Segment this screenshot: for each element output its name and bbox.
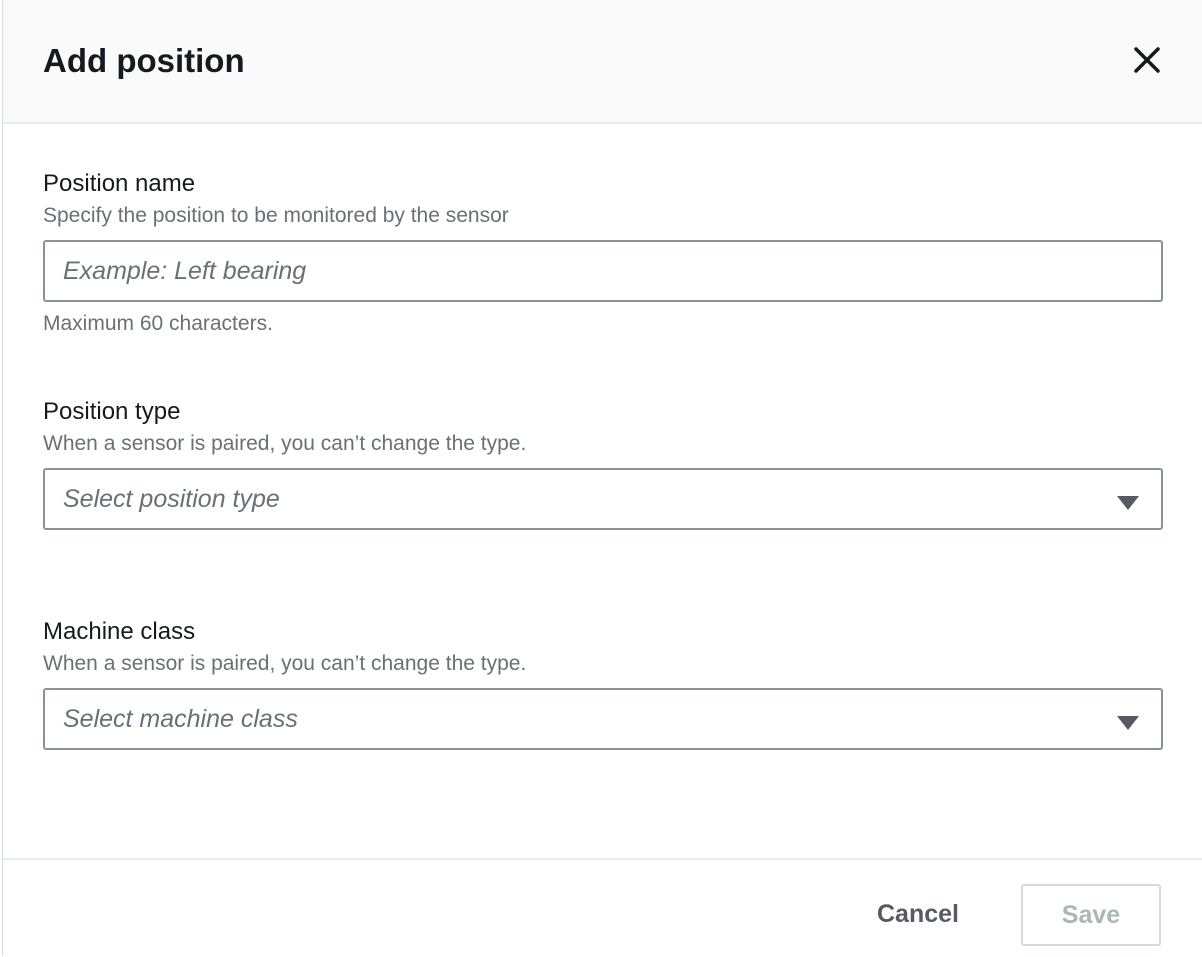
dialog-footer: Cancel Save [3, 858, 1202, 957]
position-name-placeholder: Example: Left bearing [63, 257, 307, 285]
caret-down-icon [1117, 496, 1139, 510]
position-type-field: Position type When a sensor is paired, y… [43, 398, 1163, 530]
position-name-input[interactable]: Example: Left bearing [43, 240, 1163, 302]
caret-down-icon [1117, 716, 1139, 730]
position-type-placeholder: Select position type [63, 485, 280, 513]
machine-class-placeholder: Select machine class [63, 705, 298, 733]
position-name-label: Position name [43, 170, 196, 197]
machine-class-field: Machine class When a sensor is paired, y… [43, 618, 1163, 750]
position-name-description: Specify the position to be monitored by … [43, 204, 509, 227]
position-name-field: Position name Specify the position to be… [43, 170, 1163, 336]
save-button[interactable]: Save [1021, 884, 1161, 946]
position-type-select[interactable]: Select position type [43, 468, 1163, 530]
machine-class-select[interactable]: Select machine class [43, 688, 1163, 750]
machine-class-description: When a sensor is paired, you can’t chang… [43, 652, 527, 675]
position-type-label: Position type [43, 398, 181, 425]
machine-class-label: Machine class [43, 618, 196, 645]
dialog-title: Add position [43, 42, 245, 79]
cancel-button[interactable]: Cancel [877, 900, 959, 928]
position-name-constraint: Maximum 60 characters. [43, 312, 273, 335]
close-icon[interactable] [1131, 44, 1163, 76]
dialog-header: Add position [3, 0, 1202, 124]
position-type-description: When a sensor is paired, you can’t chang… [43, 432, 527, 455]
